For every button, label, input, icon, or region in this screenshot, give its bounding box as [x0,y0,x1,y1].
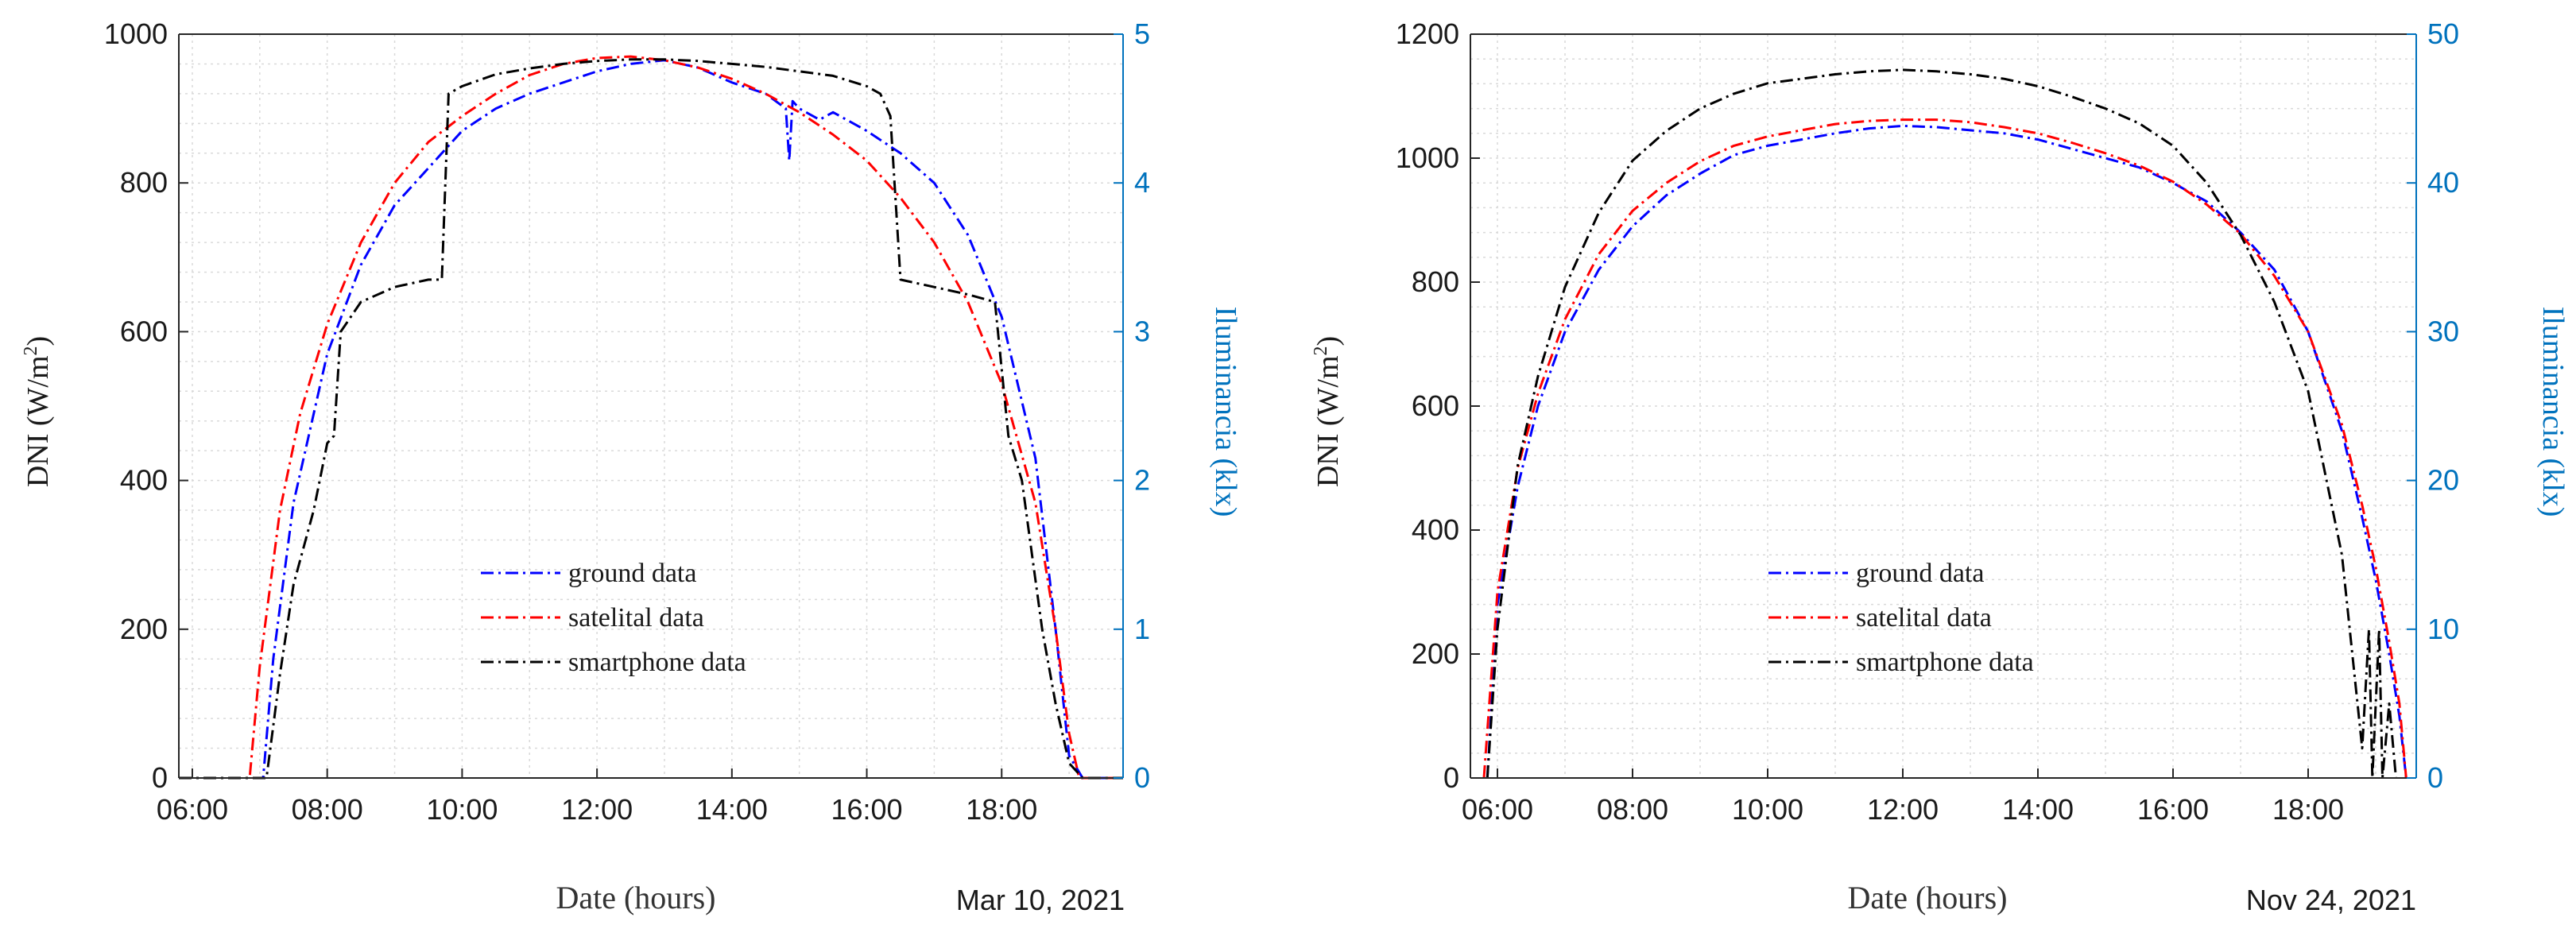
series-line-satelital-data [1482,118,2407,779]
y-right-tick-label: 50 [2427,17,2459,50]
y-right-tick-label: 40 [2427,166,2459,199]
date-label: Nov 24, 2021 [2246,884,2416,916]
x-tick-label: 08:00 [1597,793,1668,826]
legend-label: smartphone data [568,648,746,677]
date-label: Mar 10, 2021 [956,884,1125,916]
x-tick-label: 08:00 [292,793,363,826]
legend: ground data satelital data smartphone data [481,559,746,677]
y-axis-label: DNI (W/m2) [1311,336,1345,487]
x-tick-label: 16:00 [831,793,902,826]
chart-mar-10-2021: Date (hours) Mar 10, 2021 DNI (W/m2) Ilu… [21,17,1242,916]
legend: ground data satelital data smartphone data [1768,559,2034,677]
y-right-tick-label: 1 [1134,613,1150,645]
y-tick-label: 400 [1412,513,1459,546]
y-tick-label: 600 [1412,389,1459,422]
y-right-tick-label: 10 [2427,613,2459,645]
y-tick-label: 1000 [1396,141,1459,174]
legend-label: satelital data [1856,603,1992,633]
chart-nov-24-2021: Date (hours) Nov 24, 2021 DNI (W/m2) Ilu… [1311,17,2570,916]
series-line-smartphone-data [1486,68,2397,780]
y-axis-right-label: Iluminancia (klx) [1209,307,1242,517]
x-axis-label: Date (hours) [1847,880,2007,915]
y-tick-label: 1000 [104,17,168,50]
x-tick-label: 14:00 [2002,793,2074,826]
x-tick-label: 06:00 [1462,793,1533,826]
y-axis-right-label: Iluminancia (klx) [2536,307,2570,517]
y-right-tick-label: 0 [1134,761,1150,794]
x-tick-label: 12:00 [561,793,633,826]
grid [1470,33,2416,779]
y-tick-label: 0 [152,761,168,794]
y-tick-label: 0 [1443,761,1459,794]
y-right-tick-label: 0 [2427,761,2443,794]
y-right-tick-label: 30 [2427,315,2459,347]
x-tick-label: 18:00 [966,793,1037,826]
x-axis-label: Date (hours) [556,880,715,915]
x-tick-label: 18:00 [2272,793,2344,826]
y-tick-label: 600 [120,315,168,347]
y-tick-label: 400 [120,464,168,497]
legend-label: smartphone data [1856,648,2034,677]
series-line-ground-data [179,59,1123,780]
x-tick-label: 12:00 [1867,793,1939,826]
y-right-tick-label: 2 [1134,464,1150,497]
series-line-ground-data [1486,124,2407,779]
y-right-tick-label: 20 [2427,464,2459,497]
y-tick-label: 800 [1412,265,1459,298]
x-tick-label: 10:00 [426,793,498,826]
y-right-tick-label: 4 [1134,166,1150,199]
y-tick-label: 1200 [1396,17,1459,50]
y-tick-label: 200 [120,613,168,645]
x-tick-label: 16:00 [2137,793,2209,826]
legend-label: satelital data [568,603,704,633]
y-right-tick-label: 3 [1134,315,1150,347]
y-axis-label: DNI (W/m2) [21,336,55,487]
legend-label: ground data [568,559,696,588]
x-tick-label: 10:00 [1732,793,1803,826]
x-tick-label: 14:00 [696,793,768,826]
y-right-tick-label: 5 [1134,17,1150,50]
legend-label: ground data [1856,559,1984,588]
series-line-smartphone-data [179,58,1123,780]
y-tick-label: 800 [120,166,168,199]
y-tick-label: 200 [1412,637,1459,670]
x-tick-label: 06:00 [157,793,228,826]
